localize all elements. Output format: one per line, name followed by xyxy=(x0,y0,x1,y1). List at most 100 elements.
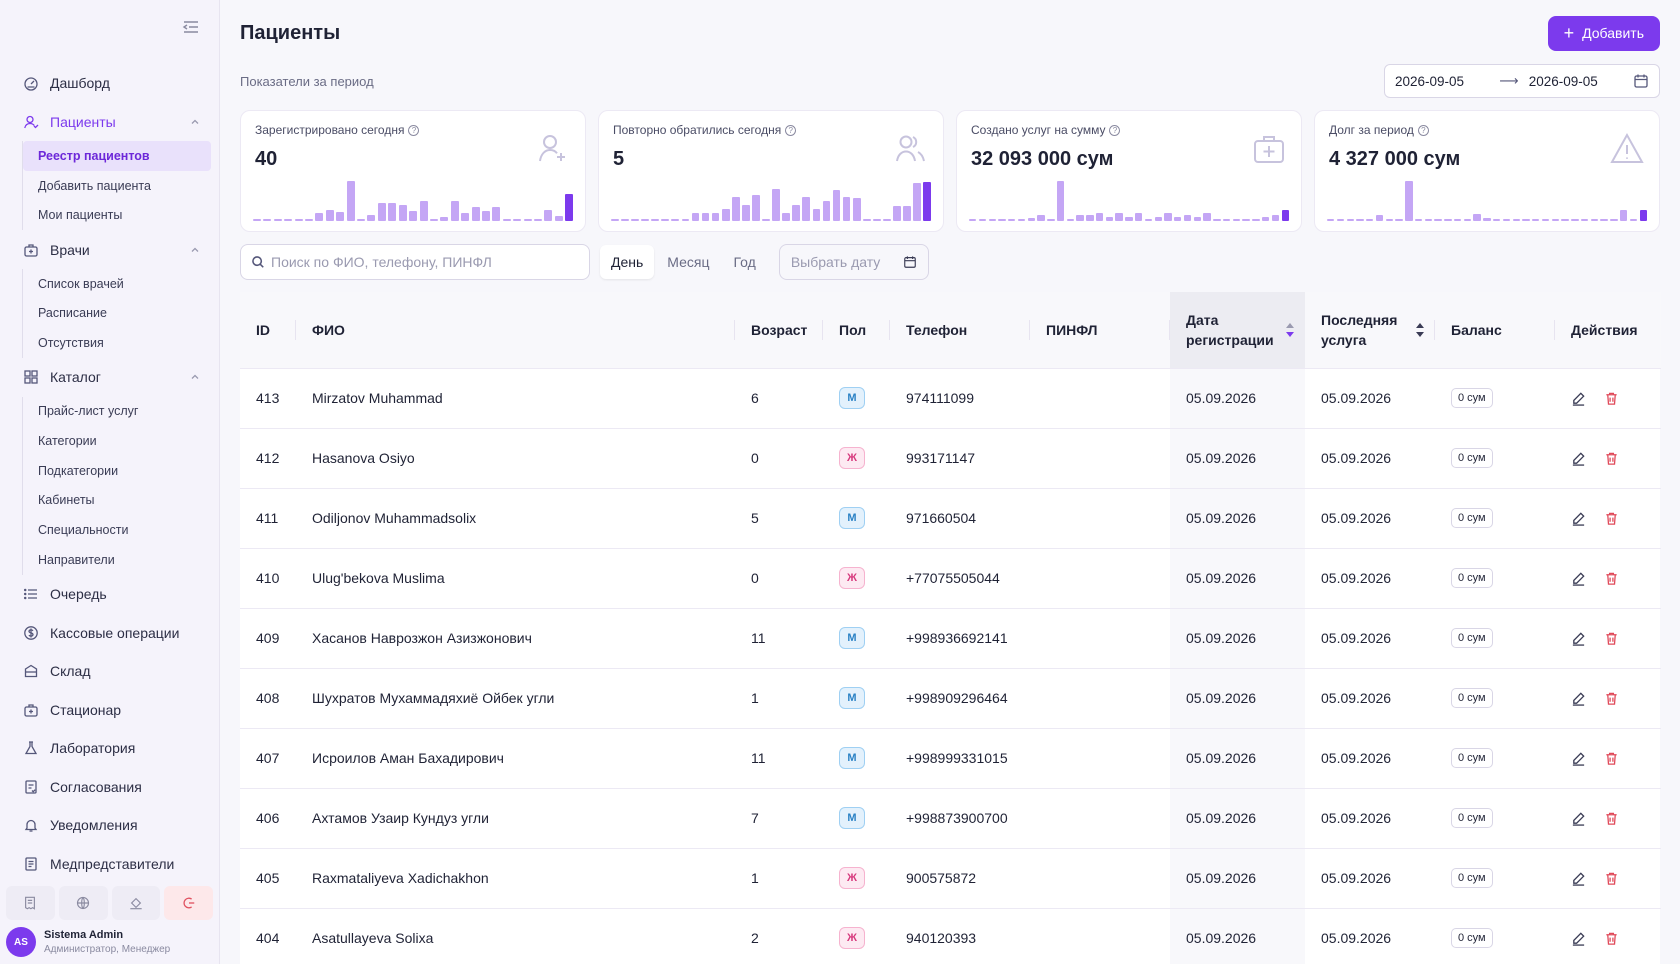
tab-day[interactable]: День xyxy=(600,245,655,279)
search-box[interactable] xyxy=(240,244,590,280)
table-row[interactable]: 408 Шухратов Мухаммадяхиё Ойбек угли 1 М +99… xyxy=(240,668,1661,729)
spark-bar xyxy=(305,219,314,221)
collapse-sidebar-icon[interactable] xyxy=(181,17,201,37)
add-button-label: Добавить xyxy=(1582,25,1644,41)
subnav-item[interactable]: Подкатегории xyxy=(38,463,119,478)
trash-icon[interactable] xyxy=(1604,391,1619,406)
date-range-picker[interactable]: 2026-09-05 ⟶ 2026-09-05 xyxy=(1384,64,1660,98)
cell-actions xyxy=(1555,428,1661,489)
trash-icon[interactable] xyxy=(1604,571,1619,586)
spark-bar xyxy=(893,206,901,221)
stat-card-services-sum: Создано услуг на сумму? 32 093 000 сум xyxy=(956,110,1302,232)
spark-bar xyxy=(1213,219,1221,221)
subnav-item[interactable]: Реестр пациентов xyxy=(23,141,211,171)
edit-icon[interactable] xyxy=(1571,511,1586,526)
subnav-item[interactable]: Направители xyxy=(38,552,115,567)
edit-icon[interactable] xyxy=(1571,811,1586,826)
trash-icon[interactable] xyxy=(1604,811,1619,826)
edit-icon[interactable] xyxy=(1571,751,1586,766)
trash-icon[interactable] xyxy=(1604,691,1619,706)
spark-bar xyxy=(1629,219,1638,221)
user-add-icon xyxy=(539,135,565,162)
tab-month[interactable]: Месяц xyxy=(667,254,710,270)
edit-icon[interactable] xyxy=(1571,871,1586,886)
search-input[interactable] xyxy=(271,254,579,270)
sidebar-item-warehouse[interactable]: Склад xyxy=(0,652,219,691)
tab-year[interactable]: Год xyxy=(733,254,756,270)
theme-tool-button[interactable] xyxy=(111,886,161,920)
sparkline xyxy=(611,179,932,221)
table-row[interactable]: 404 Asatullayeva Solixa 2 Ж 940120393 05.09.2… xyxy=(240,908,1661,964)
subnav-item[interactable]: Категории xyxy=(38,434,97,449)
table-row[interactable]: 411 Odiljonov Muhammadsolix 5 М 971660504 05.… xyxy=(240,488,1661,549)
sidebar-item-reps[interactable]: Медпредставители xyxy=(0,845,219,884)
sidebar-item-cash[interactable]: Кассовые операции xyxy=(0,613,219,652)
col-header-sex[interactable]: Пол xyxy=(823,292,890,369)
edit-icon[interactable] xyxy=(1571,631,1586,646)
receipt-tool-button[interactable] xyxy=(6,886,55,920)
gender-badge: М xyxy=(839,687,865,709)
language-tool-button[interactable] xyxy=(58,886,108,920)
col-header-last-service[interactable]: Последняя услуга xyxy=(1305,292,1435,369)
spark-bar xyxy=(1125,217,1133,221)
subnav-item[interactable]: Мои пациенты xyxy=(38,208,123,223)
sidebar-item-doctors[interactable]: Врачи xyxy=(0,230,219,269)
table-row[interactable]: 410 Ulug'bekova Muslima 0 Ж +77075505044 05.0… xyxy=(240,548,1661,609)
cell-phone: +998936692141 xyxy=(890,608,1030,669)
sidebar-item-lab[interactable]: Лаборатория xyxy=(0,729,219,768)
cell-id: 411 xyxy=(240,488,296,549)
sidebar-item-dashboard[interactable]: Дашборд xyxy=(0,64,219,103)
help-icon[interactable]: ? xyxy=(785,124,797,136)
help-icon[interactable]: ? xyxy=(1417,124,1429,136)
table-row[interactable]: 412 Hasanova Osiyo 0 Ж 993171147 05.09.2026 05… xyxy=(240,428,1661,489)
col-header-registration-date[interactable]: Дата регистрации xyxy=(1170,292,1305,369)
sidebar-item-bell[interactable]: Уведомления xyxy=(0,806,219,845)
subnav-item[interactable]: Список врачей xyxy=(38,276,124,291)
col-header-id[interactable]: ID xyxy=(240,292,296,369)
period-tabs: День Месяц Год xyxy=(600,245,767,279)
edit-icon[interactable] xyxy=(1571,391,1586,406)
stat-title: Создано услуг на сумму? xyxy=(971,123,1287,137)
trash-icon[interactable] xyxy=(1604,631,1619,646)
cell-phone: 940120393 xyxy=(890,908,1030,964)
sidebar-item-patients[interactable]: Пациенты xyxy=(0,103,219,142)
sidebar-item-hospital[interactable]: Стационар xyxy=(0,690,219,729)
sidebar-item-catalog[interactable]: Каталог xyxy=(0,358,219,397)
col-header-pinfl[interactable]: ПИНФЛ xyxy=(1030,292,1170,369)
logout-button[interactable] xyxy=(164,886,213,920)
table-row[interactable]: 406 Ахтамов Узаир Кундуз угли 7 М +998873900… xyxy=(240,788,1661,849)
col-header-fio[interactable]: ФИО xyxy=(296,292,735,369)
col-header-balance[interactable]: Баланс xyxy=(1435,292,1555,369)
trash-icon[interactable] xyxy=(1604,511,1619,526)
date-picker[interactable]: Выбрать дату xyxy=(778,244,929,280)
subnav-item[interactable]: Отсутствия xyxy=(38,336,104,351)
table-row[interactable]: 407 Исроилов Аман Бахадирович 11 М +99899933… xyxy=(240,728,1661,789)
table-row[interactable]: 405 Raxmataliyeva Xadichakhon 1 Ж 900575872 0… xyxy=(240,848,1661,909)
trash-icon[interactable] xyxy=(1604,751,1619,766)
table-row[interactable]: 413 Mirzatov Muhammad 6 М 974111099 05.09.202… xyxy=(240,368,1661,429)
sidebar-item-queue[interactable]: Очередь xyxy=(0,575,219,614)
spark-bar xyxy=(1193,217,1201,221)
trash-icon[interactable] xyxy=(1604,451,1619,466)
subnav-item[interactable]: Кабинеты xyxy=(38,493,95,508)
edit-icon[interactable] xyxy=(1571,451,1586,466)
subnav-item[interactable]: Прайс-лист услуг xyxy=(38,404,139,419)
add-patient-button[interactable]: + Добавить xyxy=(1547,15,1660,51)
trash-icon[interactable] xyxy=(1604,871,1619,886)
sidebar-item-approvals[interactable]: Согласования xyxy=(0,768,219,807)
edit-icon[interactable] xyxy=(1571,931,1586,946)
edit-icon[interactable] xyxy=(1571,571,1586,586)
edit-icon[interactable] xyxy=(1571,691,1586,706)
balance-badge: 0 сум xyxy=(1451,808,1493,828)
help-icon[interactable]: ? xyxy=(1109,124,1121,136)
col-header-phone[interactable]: Телефон xyxy=(890,292,1030,369)
subnav-item[interactable]: Специальности xyxy=(38,523,129,538)
user-profile[interactable]: AS Sistema Admin Администратор, Менеджер xyxy=(6,924,213,960)
help-icon[interactable]: ? xyxy=(408,124,420,136)
subnav-item[interactable]: Расписание xyxy=(38,306,107,321)
trash-icon[interactable] xyxy=(1604,931,1619,946)
subnav-item[interactable]: Добавить пациента xyxy=(38,178,151,193)
col-header-age[interactable]: Возраст xyxy=(735,292,823,369)
cell-pinfl xyxy=(1030,428,1170,489)
table-row[interactable]: 409 Хасанов Наврозжон Азизжонович 11 М +9989… xyxy=(240,608,1661,669)
